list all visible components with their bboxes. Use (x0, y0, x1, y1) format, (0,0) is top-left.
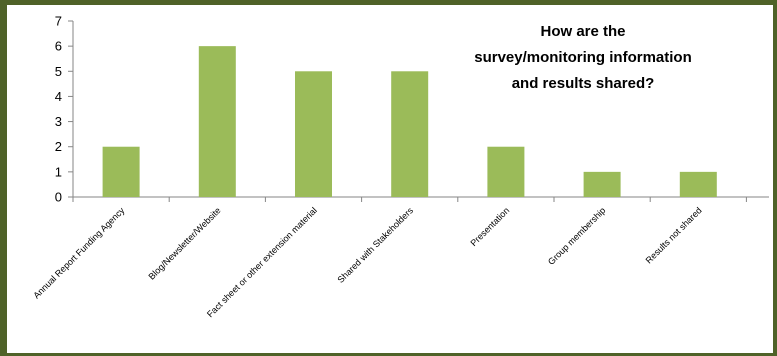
bar (295, 71, 332, 197)
chart-title-line-3: and results shared? (512, 75, 655, 92)
y-tick-label: 3 (55, 114, 62, 129)
bar (102, 146, 140, 197)
x-category-label: Fact sheet or other extension material (205, 205, 319, 319)
y-tick-label: 1 (55, 164, 62, 179)
x-category-label: Group membership (546, 205, 608, 267)
bar (198, 46, 236, 198)
chart-title-line-2: survey/monitoring information (474, 49, 692, 66)
x-category-label: Results not shared (644, 205, 704, 265)
bars (102, 46, 717, 198)
y-tick-label: 5 (55, 64, 62, 79)
x-category-label: Shared with Stakeholders (336, 205, 416, 285)
frame-right-border (773, 0, 777, 356)
bar (391, 71, 429, 197)
bar (679, 171, 717, 197)
frame-bottom-border (0, 353, 777, 356)
y-tick-labels: 0 1 2 3 4 5 6 7 (55, 14, 62, 205)
x-category-label: Annual Report Funding Agency (31, 205, 127, 301)
frame-left-border (0, 0, 7, 356)
y-tick-label: 2 (55, 139, 62, 154)
y-tick-label: 4 (55, 89, 62, 104)
bar (583, 171, 621, 197)
chart-title-line-1: How are the (540, 23, 625, 40)
y-tick-label: 7 (55, 14, 62, 29)
x-category-labels: Annual Report Funding Agency Blog/Newslet… (31, 205, 703, 319)
y-tick-label: 6 (55, 39, 62, 54)
y-tick-label: 0 (55, 190, 62, 205)
x-category-label: Blog/Newsletter/Website (146, 205, 222, 281)
frame-top-border (0, 0, 777, 5)
bar (487, 146, 525, 197)
x-category-label: Presentation (469, 205, 512, 248)
